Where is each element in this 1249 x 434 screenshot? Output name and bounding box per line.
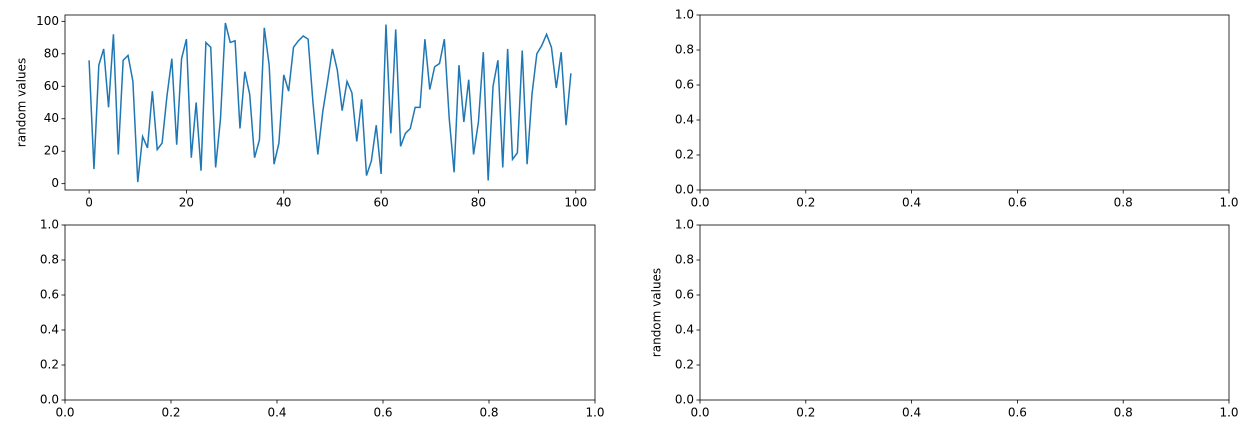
x-tick-label: 0.2 xyxy=(796,406,815,420)
y-tick-label: 1.0 xyxy=(675,8,694,22)
x-tick-label: 0.2 xyxy=(161,406,180,420)
y-tick-label: 0.0 xyxy=(675,183,694,197)
y-tick-label: 1.0 xyxy=(40,218,59,232)
y-axis-label: random values xyxy=(15,58,29,147)
y-tick-label: 0.4 xyxy=(40,323,59,337)
x-tick-label: 1.0 xyxy=(585,406,604,420)
x-tick-label: 1.0 xyxy=(1219,406,1238,420)
x-tick-label: 0.2 xyxy=(796,196,815,210)
x-tick-label: 0.8 xyxy=(1114,196,1133,210)
x-tick-label: 0.6 xyxy=(1008,196,1027,210)
x-tick-label: 0.0 xyxy=(690,406,709,420)
x-tick-label: 80 xyxy=(471,196,486,210)
x-tick-label: 0 xyxy=(85,196,93,210)
x-tick-label: 1.0 xyxy=(1219,196,1238,210)
y-tick-label: 0.8 xyxy=(675,253,694,267)
y-tick-label: 0.2 xyxy=(675,358,694,372)
x-tick-label: 0.4 xyxy=(902,406,921,420)
axes-frame xyxy=(64,14,596,191)
axes-frame xyxy=(64,224,596,401)
y-tick-label: 100 xyxy=(36,14,59,28)
y-tick-label: 0.4 xyxy=(675,113,694,127)
y-tick-label: 60 xyxy=(44,79,59,93)
y-tick-label: 0.4 xyxy=(675,323,694,337)
y-tick-label: 80 xyxy=(44,46,59,60)
y-tick-label: 1.0 xyxy=(675,218,694,232)
x-tick-label: 0.4 xyxy=(267,406,286,420)
y-tick-label: 0.0 xyxy=(40,393,59,407)
x-tick-label: 0.4 xyxy=(902,196,921,210)
y-tick-label: 20 xyxy=(44,144,59,158)
x-tick-label: 100 xyxy=(564,196,587,210)
y-tick-label: 0.0 xyxy=(675,393,694,407)
data-line xyxy=(88,22,572,183)
x-tick-label: 0.8 xyxy=(1114,406,1133,420)
x-tick-label: 40 xyxy=(276,196,291,210)
y-tick-label: 0.8 xyxy=(675,43,694,57)
x-tick-label: 0.8 xyxy=(479,406,498,420)
x-tick-label: 0.0 xyxy=(690,196,709,210)
y-tick-label: 0.2 xyxy=(40,358,59,372)
y-tick-label: 0.2 xyxy=(675,148,694,162)
axes-frame xyxy=(699,224,1230,401)
x-tick-label: 60 xyxy=(373,196,388,210)
x-tick-label: 0.0 xyxy=(55,406,74,420)
y-tick-label: 0.6 xyxy=(40,288,59,302)
y-tick-label: 0.6 xyxy=(675,288,694,302)
y-axis-label: random values xyxy=(650,268,664,357)
y-tick-label: 0.6 xyxy=(675,78,694,92)
y-tick-label: 0.8 xyxy=(40,253,59,267)
x-tick-label: 0.6 xyxy=(1008,406,1027,420)
y-tick-label: 40 xyxy=(44,111,59,125)
x-tick-label: 0.6 xyxy=(373,406,392,420)
axes-frame xyxy=(699,14,1230,191)
y-tick-label: 0 xyxy=(51,176,59,190)
x-tick-label: 20 xyxy=(179,196,194,210)
